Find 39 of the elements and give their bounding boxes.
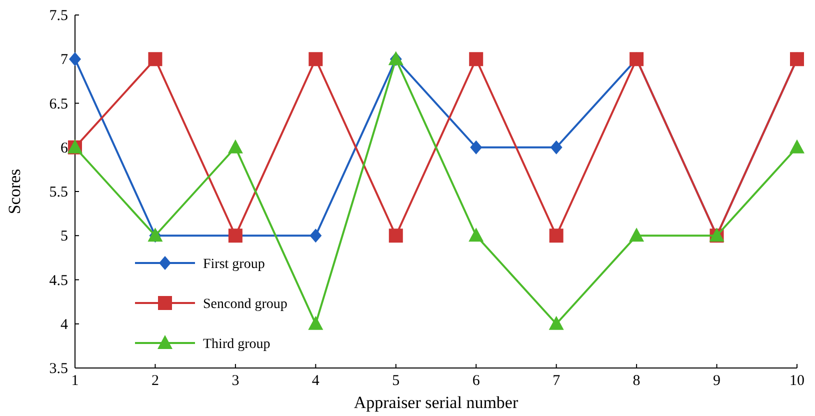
point — [388, 228, 403, 243]
point — [549, 228, 564, 243]
point — [790, 139, 804, 154]
y-tick-label: 5 — [60, 228, 68, 245]
x-tick-label: 3 — [232, 373, 240, 389]
x-tick-label: 9 — [713, 373, 721, 389]
x-tick-label: 4 — [312, 373, 320, 389]
legend-label: Third group — [203, 337, 270, 352]
point — [470, 140, 482, 154]
y-tick-label: 7.5 — [49, 8, 68, 24]
legend-label: Sencond group — [203, 297, 288, 312]
y-tick-label: 4.5 — [49, 272, 68, 289]
x-tick-label: 8 — [632, 373, 640, 389]
point — [148, 52, 162, 66]
point — [308, 316, 324, 330]
y-axis-title: Scores — [5, 168, 24, 214]
point — [468, 228, 484, 242]
point — [550, 140, 562, 154]
point — [228, 139, 243, 154]
y-tick-label: 5.5 — [49, 184, 68, 200]
point — [308, 52, 323, 66]
x-tick-label: 7 — [552, 373, 561, 389]
x-tick-label: 6 — [472, 373, 480, 389]
point — [69, 52, 81, 66]
y-tick-label: 4 — [60, 316, 68, 333]
point — [548, 316, 564, 330]
x-tick-label: 1 — [71, 373, 79, 389]
x-tick-label: 2 — [151, 373, 159, 389]
y-tick-label: 6 — [60, 140, 68, 156]
y-tick-label: 6.5 — [49, 96, 68, 112]
point — [469, 52, 484, 66]
point — [310, 228, 322, 243]
legend-label: First group — [203, 257, 265, 272]
y-tick-label: 7 — [60, 52, 68, 68]
y-tick-label: 3.5 — [49, 361, 68, 377]
x-tick-label: 5 — [392, 373, 400, 389]
x-tick-label: 10 — [790, 373, 804, 389]
x-axis-title: Appraiser serial number — [354, 393, 518, 412]
point — [629, 228, 644, 242]
